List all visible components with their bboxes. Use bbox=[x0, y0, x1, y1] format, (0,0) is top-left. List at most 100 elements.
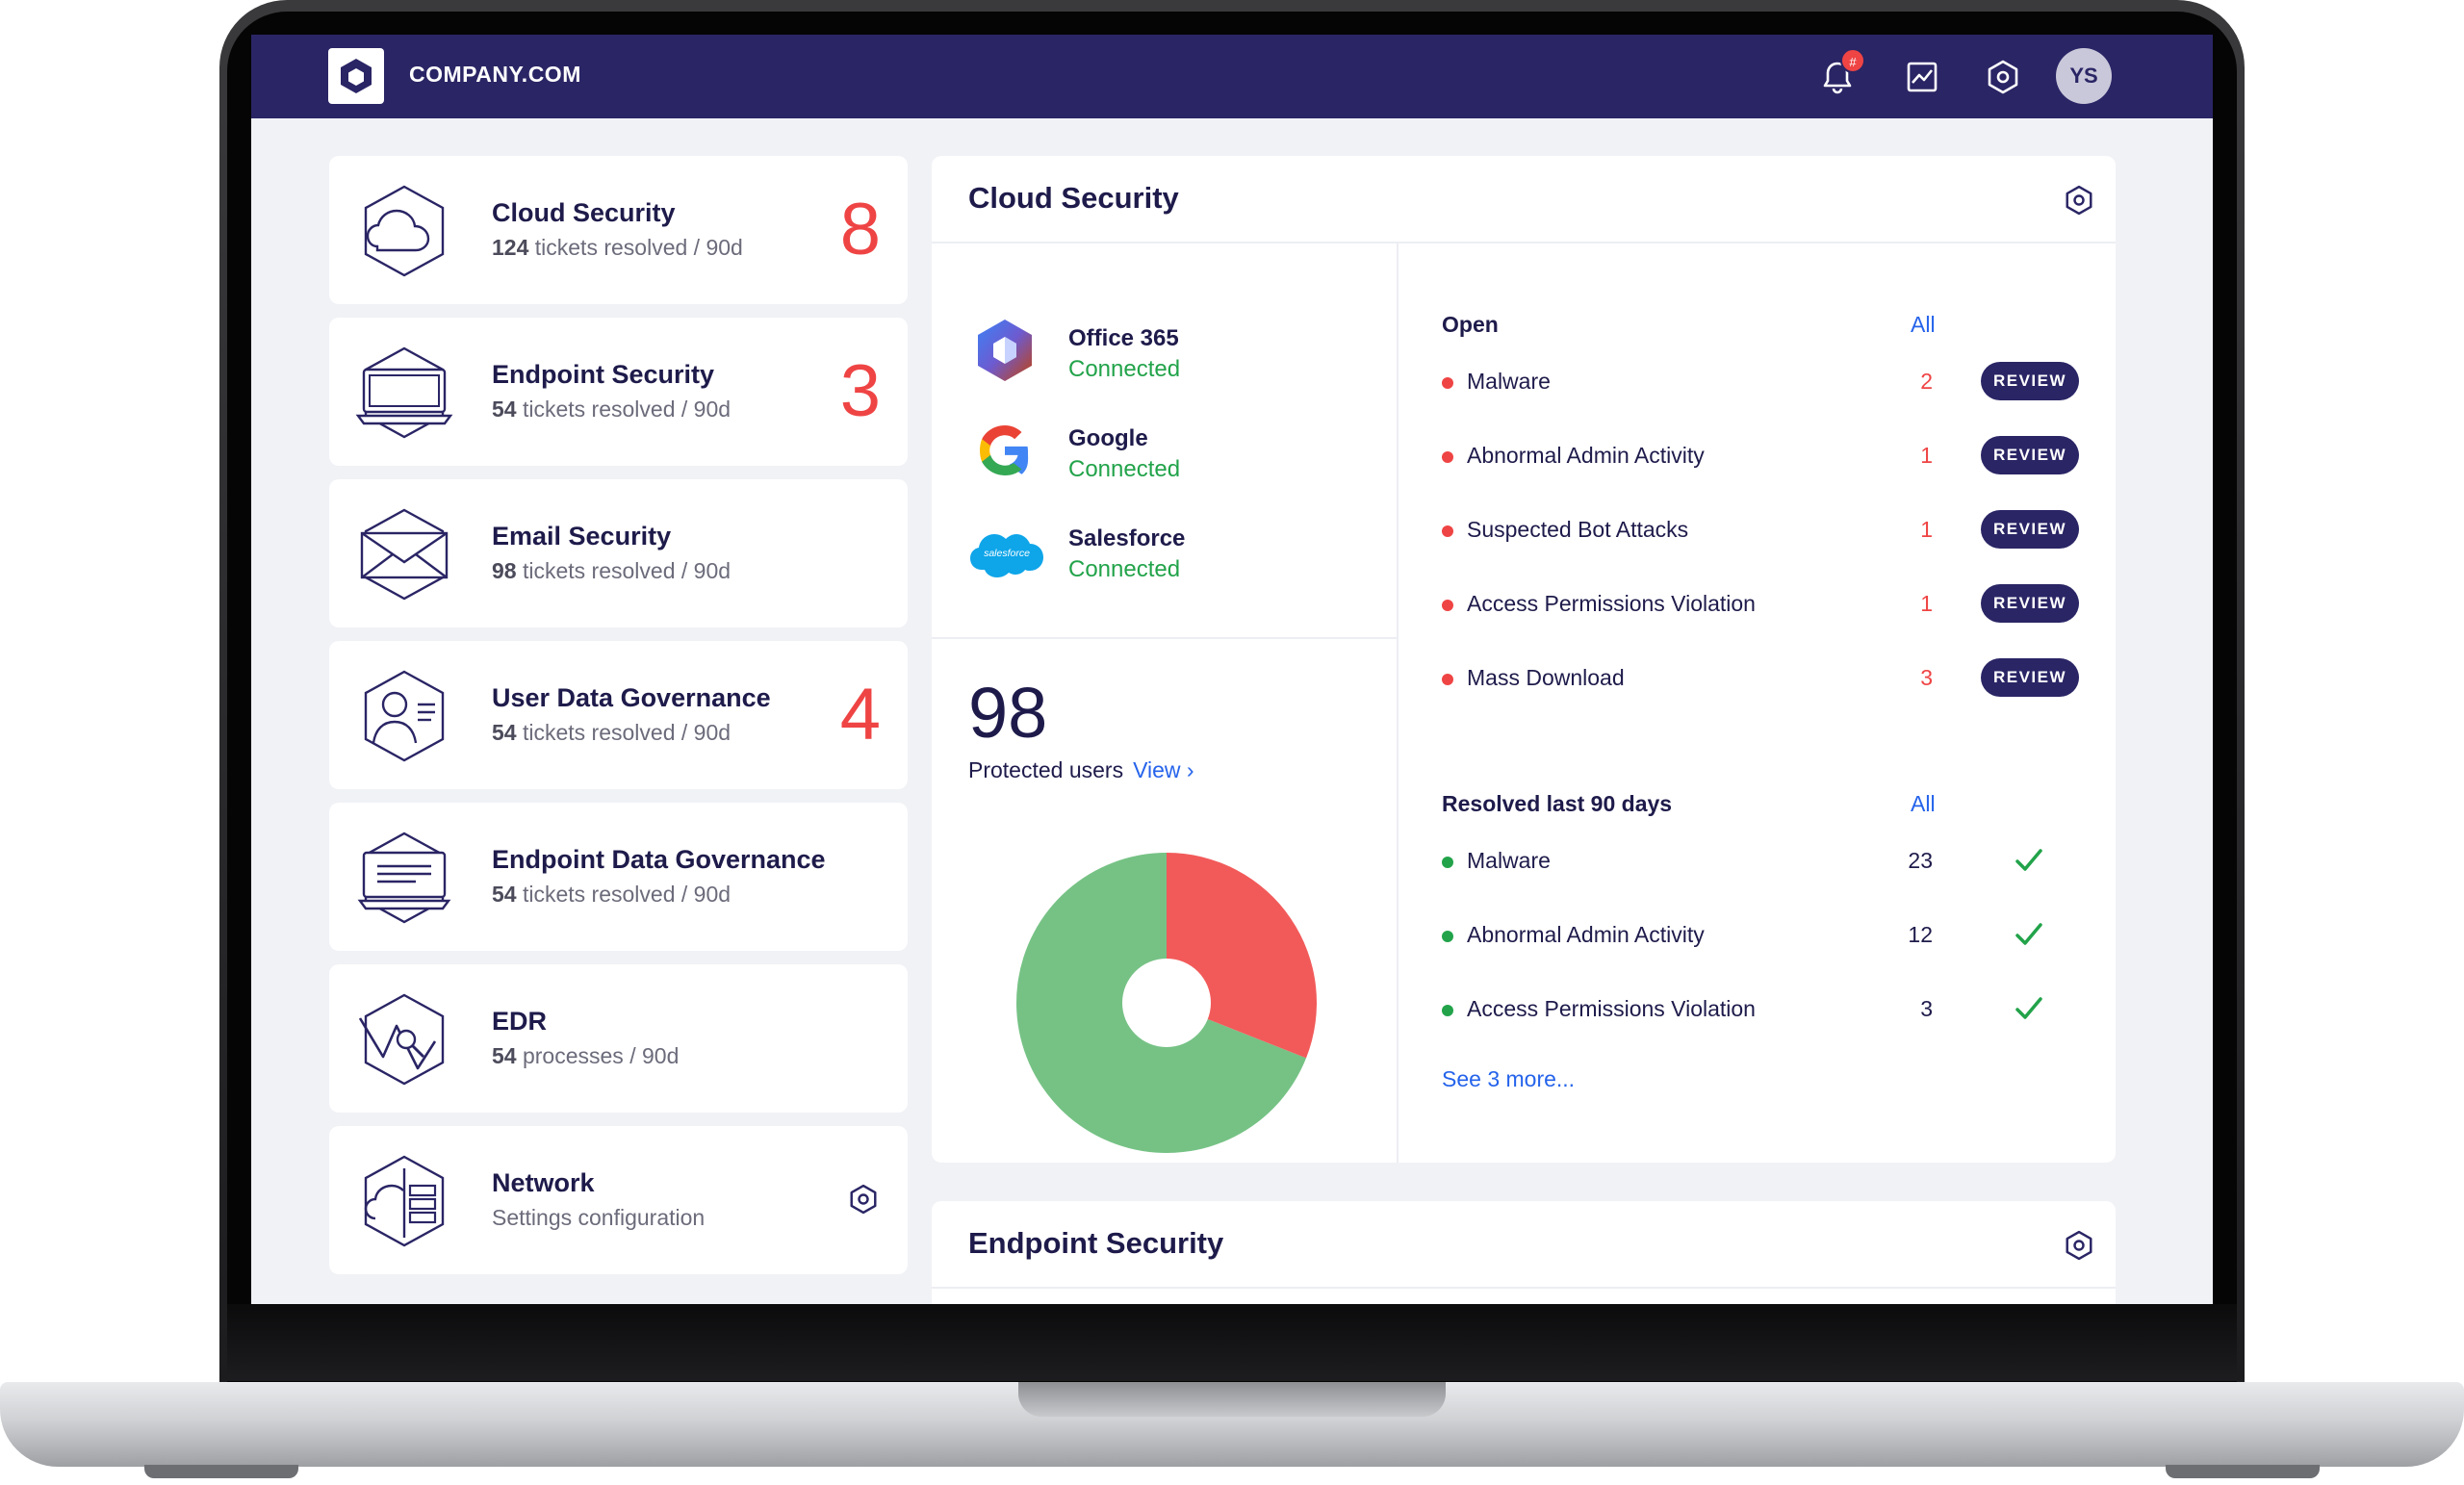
status-dot bbox=[1442, 931, 1453, 942]
status-dot bbox=[1442, 1005, 1453, 1016]
row-label: Malware bbox=[1467, 369, 1551, 394]
open-row-access-permissions: Access Permissions Violation 1 REVIEW bbox=[1442, 584, 2079, 632]
review-button[interactable]: REVIEW bbox=[1981, 362, 2079, 400]
cloud-icon bbox=[364, 185, 445, 277]
review-button[interactable]: REVIEW bbox=[1981, 584, 2079, 623]
row-label: Access Permissions Violation bbox=[1467, 996, 1756, 1021]
status-dot bbox=[1442, 600, 1453, 611]
service-name: Google bbox=[1068, 425, 1148, 451]
row-count: 2 bbox=[1920, 369, 1933, 394]
endpoint-security-panel: Endpoint Security bbox=[932, 1201, 2116, 1304]
view-link[interactable]: View › bbox=[1133, 757, 1194, 782]
resolved-heading: Resolved last 90 days bbox=[1442, 791, 1673, 816]
review-button[interactable]: REVIEW bbox=[1981, 436, 2079, 474]
card-title: Network bbox=[492, 1168, 595, 1197]
laptop-icon bbox=[355, 346, 453, 439]
row-label: Malware bbox=[1467, 848, 1551, 873]
card-edr[interactable]: EDR 54 processes / 90d bbox=[329, 964, 908, 1113]
card-subtitle: 54 tickets resolved / 90d bbox=[492, 720, 732, 745]
card-subtitle: 124 tickets resolved / 90d bbox=[492, 235, 743, 260]
row-count: 3 bbox=[1920, 665, 1933, 690]
open-heading: Open bbox=[1442, 312, 1499, 337]
cloud-security-panel: Cloud Security Office 365 Conn bbox=[932, 156, 2116, 1163]
protected-users-donut bbox=[1016, 853, 1317, 1153]
laptop-foot bbox=[2166, 1465, 2320, 1478]
notification-badge: # bbox=[1840, 48, 1865, 73]
alert-count: 4 bbox=[839, 674, 881, 755]
card-subtitle: 98 tickets resolved / 90d bbox=[492, 558, 732, 583]
open-row-mass-download: Mass Download 3 REVIEW bbox=[1442, 658, 2079, 706]
resolved-all-link[interactable]: All bbox=[1911, 791, 1936, 816]
card-subtitle: 54 tickets resolved / 90d bbox=[492, 882, 732, 907]
row-count: 23 bbox=[1908, 848, 1933, 873]
card-subtitle: 54 processes / 90d bbox=[492, 1043, 680, 1068]
card-email-security[interactable]: Email Security 98 tickets resolved / 90d bbox=[329, 479, 908, 627]
settings-icon[interactable] bbox=[2062, 183, 2096, 218]
status-dot bbox=[1442, 525, 1453, 537]
card-endpoint-data-governance[interactable]: Endpoint Data Governance 54 tickets reso… bbox=[329, 803, 908, 951]
divider bbox=[932, 637, 1397, 639]
row-label: Abnormal Admin Activity bbox=[1467, 922, 1705, 947]
card-user-data-governance[interactable]: User Data Governance 54 tickets resolved… bbox=[329, 641, 908, 789]
service-name: Office 365 bbox=[1068, 325, 1179, 351]
service-status: Connected bbox=[1068, 356, 1181, 382]
protected-users: Protected users View › bbox=[968, 757, 1194, 782]
service-salesforce[interactable]: salesforce Salesforce Connected bbox=[968, 518, 1373, 595]
open-all-link[interactable]: All bbox=[1911, 312, 1936, 337]
open-row-malware: Malware 2 REVIEW bbox=[1442, 362, 2079, 410]
service-status: Connected bbox=[1068, 456, 1181, 482]
row-label: Suspected Bot Attacks bbox=[1467, 517, 1689, 542]
review-button[interactable]: REVIEW bbox=[1981, 658, 2079, 697]
envelope-icon bbox=[360, 508, 449, 601]
status-dot bbox=[1442, 377, 1453, 389]
card-title: User Data Governance bbox=[492, 683, 771, 712]
card-subtitle: Settings configuration bbox=[492, 1205, 706, 1230]
status-dot bbox=[1442, 674, 1453, 685]
card-subtitle: 54 tickets resolved / 90d bbox=[492, 397, 732, 422]
see-more-link[interactable]: See 3 more... bbox=[1442, 1066, 1576, 1091]
card-title: EDR bbox=[492, 1007, 548, 1036]
open-row-bot-attacks: Suspected Bot Attacks 1 REVIEW bbox=[1442, 510, 2079, 558]
monitor-doc-icon bbox=[357, 832, 451, 924]
service-google[interactable]: Google Connected bbox=[968, 418, 1373, 495]
checkmark-icon bbox=[2015, 997, 2042, 1019]
divider bbox=[1397, 243, 1399, 1163]
row-count: 3 bbox=[1920, 996, 1933, 1021]
resolved-row-access-permissions: Access Permissions Violation 3 bbox=[1442, 989, 2077, 1037]
settings-icon[interactable] bbox=[2062, 1228, 2096, 1263]
app-screen: COMPANY.COM # YS Cloud Security bbox=[251, 35, 2213, 1304]
user-id-icon bbox=[364, 670, 445, 762]
card-title: Endpoint Security bbox=[492, 360, 715, 389]
status-dot bbox=[1442, 857, 1453, 868]
network-icon bbox=[364, 1155, 445, 1247]
checkmark-icon bbox=[2015, 849, 2042, 871]
protected-count: 98 bbox=[968, 673, 1048, 753]
panel-title: Endpoint Security bbox=[968, 1226, 1224, 1260]
card-network[interactable]: Network Settings configuration bbox=[329, 1126, 908, 1274]
panel-title: Cloud Security bbox=[968, 181, 1179, 215]
google-logo-icon bbox=[980, 425, 1029, 475]
service-name: Salesforce bbox=[1068, 525, 1186, 551]
card-title: Email Security bbox=[492, 522, 672, 550]
brand-name[interactable]: COMPANY.COM bbox=[409, 62, 581, 87]
checkmark-icon bbox=[2015, 923, 2042, 945]
row-count: 1 bbox=[1920, 443, 1933, 468]
settings-icon[interactable] bbox=[846, 1182, 881, 1216]
user-avatar[interactable]: YS bbox=[2056, 48, 2112, 104]
service-office365[interactable]: Office 365 Connected bbox=[968, 318, 1373, 395]
divider bbox=[932, 1287, 2116, 1289]
review-button[interactable]: REVIEW bbox=[1981, 510, 2079, 549]
resolved-row-abnormal-admin: Abnormal Admin Activity 12 bbox=[1442, 915, 2077, 963]
company-logo[interactable] bbox=[328, 48, 384, 104]
divider bbox=[932, 242, 2116, 243]
settings-icon[interactable] bbox=[1982, 56, 2024, 98]
row-count: 1 bbox=[1920, 591, 1933, 616]
card-endpoint-security[interactable]: Endpoint Security 54 tickets resolved / … bbox=[329, 318, 908, 466]
office365-logo-icon bbox=[978, 320, 1032, 381]
chart-icon[interactable] bbox=[1901, 56, 1943, 98]
row-label: Mass Download bbox=[1467, 665, 1625, 690]
laptop-chin bbox=[227, 1304, 2237, 1381]
service-status: Connected bbox=[1068, 556, 1181, 582]
card-cloud-security[interactable]: Cloud Security 124 tickets resolved / 90… bbox=[329, 156, 908, 304]
